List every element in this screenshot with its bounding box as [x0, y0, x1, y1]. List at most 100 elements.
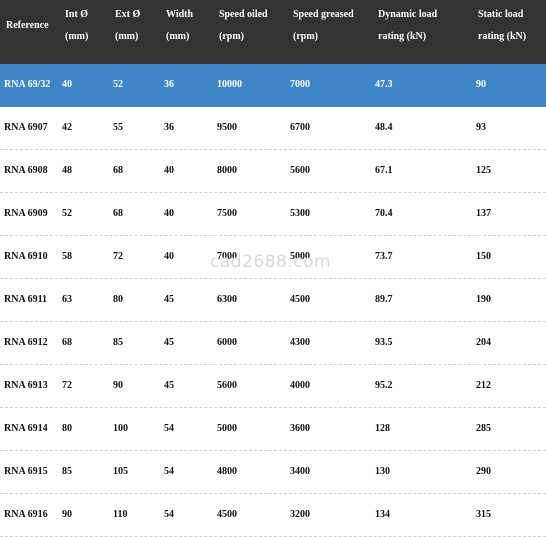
cell-int-d: 63	[62, 294, 72, 305]
cell-speed-greased: 5000	[290, 251, 310, 262]
cell-ext-d: 72	[113, 251, 123, 262]
table-row[interactable]: RNA 69/32 40 52 36 10000 7000 47.3 90	[0, 64, 546, 107]
cell-ref: RNA 6908	[4, 165, 48, 176]
cell-int-d: 85	[62, 466, 72, 477]
cell-width: 40	[164, 251, 174, 262]
cell-int-d: 40	[62, 79, 72, 90]
table-row[interactable]: RNA 6914 80 100 54 5000 3600 128 285	[0, 408, 546, 451]
cell-width: 36	[164, 79, 174, 90]
table-row[interactable]: RNA 6910 58 72 40 7000 5000 73.7 150	[0, 236, 546, 279]
cell-int-d: 90	[62, 509, 72, 520]
table-row[interactable]: RNA 6915 85 105 54 4800 3400 130 290	[0, 451, 546, 494]
cell-width: 45	[164, 337, 174, 348]
cell-width: 54	[164, 466, 174, 477]
cell-static: 137	[476, 208, 491, 219]
cell-speed-greased: 4000	[290, 380, 310, 391]
cell-dynamic: 89.7	[375, 294, 393, 305]
cell-int-d: 58	[62, 251, 72, 262]
watermark: cad2688.com	[210, 252, 332, 272]
cell-width: 36	[164, 122, 174, 133]
cell-ref: RNA 6909	[4, 208, 48, 219]
cell-dynamic: 73.7	[375, 251, 393, 262]
cell-width: 45	[164, 294, 174, 305]
cell-ref: RNA 6912	[4, 337, 48, 348]
table-row[interactable]: RNA 6916 90 110 54 4500 3200 134 315	[0, 494, 546, 537]
cell-int-d: 48	[62, 165, 72, 176]
cell-ext-d: 52	[113, 79, 123, 90]
cell-dynamic: 128	[375, 423, 390, 434]
cell-static: 190	[476, 294, 491, 305]
cell-static: 290	[476, 466, 491, 477]
cell-speed-oiled: 6000	[217, 337, 237, 348]
cell-speed-oiled: 5600	[217, 380, 237, 391]
cell-ext-d: 90	[113, 380, 123, 391]
cell-speed-oiled: 5000	[217, 423, 237, 434]
table-row[interactable]: RNA 6907 42 55 36 9500 6700 48.4 93	[0, 107, 546, 150]
cell-width: 45	[164, 380, 174, 391]
cell-int-d: 72	[62, 380, 72, 391]
cell-dynamic: 93.5	[375, 337, 393, 348]
cell-ref: RNA 6916	[4, 509, 48, 520]
header-reference: Reference	[6, 20, 49, 31]
cell-dynamic: 67.1	[375, 165, 393, 176]
table-row[interactable]: RNA 6909 52 68 40 7500 5300 70.4 137	[0, 193, 546, 236]
cell-speed-greased: 3200	[290, 509, 310, 520]
cell-dynamic: 95.2	[375, 380, 393, 391]
cell-ext-d: 105	[113, 466, 128, 477]
cell-static: 285	[476, 423, 491, 434]
cell-static: 150	[476, 251, 491, 262]
header-int-diameter: Int Ø (mm)	[65, 9, 89, 42]
cell-speed-oiled: 4500	[217, 509, 237, 520]
cell-ext-d: 55	[113, 122, 123, 133]
cell-ref: RNA 6914	[4, 423, 48, 434]
cell-speed-oiled: 10000	[217, 79, 242, 90]
cell-int-d: 68	[62, 337, 72, 348]
cell-ref: RNA 6910	[4, 251, 48, 262]
cell-speed-oiled: 6300	[217, 294, 237, 305]
header-static-load: Static load rating (kN)	[478, 9, 527, 42]
cell-speed-oiled: 7500	[217, 208, 237, 219]
cell-dynamic: 130	[375, 466, 390, 477]
header-width: Width (mm)	[166, 9, 194, 42]
cell-ref: RNA 6915	[4, 466, 48, 477]
cell-int-d: 80	[62, 423, 72, 434]
cell-speed-oiled: 7000	[217, 251, 237, 262]
table-row[interactable]: RNA 6908 48 68 40 8000 5600 67.1 125	[0, 150, 546, 193]
cell-static: 204	[476, 337, 491, 348]
table-row[interactable]: RNA 6913 72 90 45 5600 4000 95.2 212	[0, 365, 546, 408]
cell-int-d: 52	[62, 208, 72, 219]
cell-width: 54	[164, 509, 174, 520]
cell-dynamic: 134	[375, 509, 390, 520]
cell-ref: RNA 6911	[4, 294, 48, 305]
cell-width: 54	[164, 423, 174, 434]
cell-static: 212	[476, 380, 491, 391]
cell-speed-greased: 7000	[290, 79, 310, 90]
cell-width: 40	[164, 165, 174, 176]
cell-speed-oiled: 4800	[217, 466, 237, 477]
cell-dynamic: 70.4	[375, 208, 393, 219]
cell-static: 315	[476, 509, 491, 520]
cell-ref: RNA 6913	[4, 380, 48, 391]
cell-static: 93	[476, 122, 486, 133]
table-row[interactable]: RNA 6912 68 85 45 6000 4300 93.5 204	[0, 322, 546, 365]
header-ext-diameter: Ext Ø (mm)	[115, 9, 141, 42]
cell-speed-greased: 5300	[290, 208, 310, 219]
cell-speed-oiled: 8000	[217, 165, 237, 176]
cell-speed-greased: 4500	[290, 294, 310, 305]
cell-static: 90	[476, 79, 486, 90]
cell-ext-d: 85	[113, 337, 123, 348]
cell-speed-greased: 3400	[290, 466, 310, 477]
header-dynamic-load: Dynamic load rating (kN)	[378, 9, 438, 42]
cell-ext-d: 110	[113, 509, 128, 520]
table-row[interactable]: RNA 6911 63 80 45 6300 4500 89.7 190	[0, 279, 546, 322]
header-speed-oiled: Speed oiled (rpm)	[219, 9, 268, 42]
cell-speed-greased: 5600	[290, 165, 310, 176]
cell-speed-oiled: 9500	[217, 122, 237, 133]
cell-dynamic: 48.4	[375, 122, 393, 133]
cell-ext-d: 80	[113, 294, 123, 305]
cell-speed-greased: 6700	[290, 122, 310, 133]
header-speed-greased: Speed greased (rpm)	[293, 9, 354, 42]
cell-int-d: 42	[62, 122, 72, 133]
table-header: Reference Int Ø (mm) Ext Ø (mm) Width (mm) …	[0, 0, 546, 64]
cell-speed-greased: 3600	[290, 423, 310, 434]
